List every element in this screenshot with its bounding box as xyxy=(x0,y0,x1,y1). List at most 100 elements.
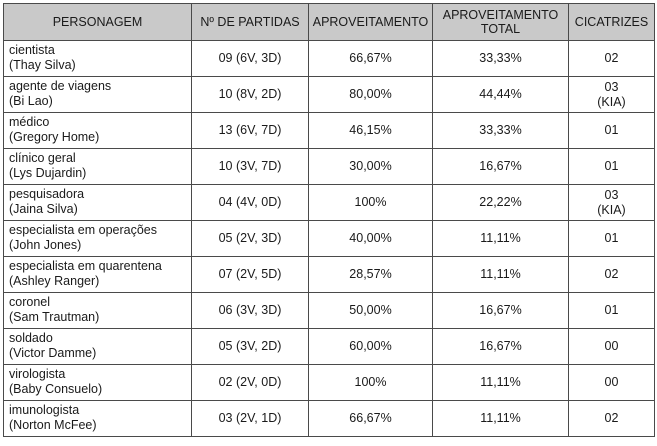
table-row: agente de viagens (Bi Lao) 10 (8V, 2D) 80,0… xyxy=(3,76,655,113)
cell-performance: 100% xyxy=(308,364,433,401)
scars-value: 01 xyxy=(604,303,619,317)
cell-total-performance: 11,11% xyxy=(432,400,569,437)
cell-performance: 28,57% xyxy=(308,256,433,293)
scars-value: 01 xyxy=(604,231,619,245)
cell-character: clínico geral (Lys Dujardin) xyxy=(3,148,192,185)
scars-value: 00 xyxy=(604,339,619,353)
character-role: médico xyxy=(9,115,50,129)
table-row: especialista em operações (John Jones) 05 … xyxy=(3,220,655,257)
cell-total-performance: 11,11% xyxy=(432,256,569,293)
table-row: soldado (Victor Damme) 05 (3V, 2D) 60,00% 16… xyxy=(3,328,655,365)
cell-total-performance: 11,11% xyxy=(432,364,569,401)
cell-character: agente de viagens (Bi Lao) xyxy=(3,76,192,113)
cell-total-performance: 22,22% xyxy=(432,184,569,221)
character-role: agente de viagens xyxy=(9,79,112,93)
character-player: (Ashley Ranger) xyxy=(9,274,100,288)
cell-character: virologista (Baby Consuelo) xyxy=(3,364,192,401)
table-row: médico (Gregory Home) 13 (6V, 7D) 46,15% 33,… xyxy=(3,112,655,149)
cell-scars: 02 xyxy=(568,256,655,293)
scars-value: 01 xyxy=(604,123,619,137)
cell-matches: 05 (3V, 2D) xyxy=(191,328,309,365)
cell-character: especialista em quarentena (Ashley Ranger… xyxy=(3,256,192,293)
character-role: imunologista xyxy=(9,403,80,417)
cell-performance: 60,00% xyxy=(308,328,433,365)
cell-total-performance: 44,44% xyxy=(432,76,569,113)
table-body: cientista (Thay Silva) 09 (6V, 3D) 66,67% 33… xyxy=(3,40,655,437)
table-row: imunologista (Norton McFee) 03 (2V, 1D) 66,… xyxy=(3,400,655,437)
cell-scars: 00 xyxy=(568,364,655,401)
cell-scars: 02 xyxy=(568,40,655,77)
character-player: (Lys Dujardin) xyxy=(9,166,87,180)
cell-matches: 04 (4V, 0D) xyxy=(191,184,309,221)
character-role: cientista xyxy=(9,43,55,57)
scars-value: 03 xyxy=(604,187,619,202)
table-row: coronel (Sam Trautman) 06 (3V, 3D) 50,00% 16… xyxy=(3,292,655,329)
cell-performance: 50,00% xyxy=(308,292,433,329)
character-player: (John Jones) xyxy=(9,238,82,252)
cell-matches: 02 (2V, 0D) xyxy=(191,364,309,401)
scars-value: 02 xyxy=(604,267,619,281)
header-total-line1: APROVEITAMENTO xyxy=(442,8,559,22)
cell-total-performance: 16,67% xyxy=(432,328,569,365)
cell-performance: 30,00% xyxy=(308,148,433,185)
cell-scars: 02 xyxy=(568,400,655,437)
table-row: pesquisadora (Jaina Silva) 04 (4V, 0D) 100%… xyxy=(3,184,655,221)
cell-matches: 13 (6V, 7D) xyxy=(191,112,309,149)
cell-character: soldado (Victor Damme) xyxy=(3,328,192,365)
scars-value: 02 xyxy=(604,51,619,65)
character-player: (Jaina Silva) xyxy=(9,202,78,216)
cell-character: especialista em operações (John Jones) xyxy=(3,220,192,257)
scars-value: 03 xyxy=(604,79,619,94)
cell-matches: 05 (2V, 3D) xyxy=(191,220,309,257)
character-role: soldado xyxy=(9,331,53,345)
cell-matches: 07 (2V, 5D) xyxy=(191,256,309,293)
cell-scars: 01 xyxy=(568,292,655,329)
table-row: clínico geral (Lys Dujardin) 10 (3V, 7D) 30… xyxy=(3,148,655,185)
cell-performance: 66,67% xyxy=(308,40,433,77)
cell-matches: 10 (3V, 7D) xyxy=(191,148,309,185)
cell-character: cientista (Thay Silva) xyxy=(3,40,192,77)
header-row: PERSONAGEM Nº DE PARTIDAS APROVEITAMENTO… xyxy=(3,3,655,41)
cell-character: médico (Gregory Home) xyxy=(3,112,192,149)
cell-matches: 09 (6V, 3D) xyxy=(191,40,309,77)
cell-scars: 01 xyxy=(568,220,655,257)
cell-total-performance: 33,33% xyxy=(432,40,569,77)
character-role: especialista em operações xyxy=(9,223,157,237)
cell-performance: 66,67% xyxy=(308,400,433,437)
header-character: PERSONAGEM xyxy=(3,3,192,41)
character-role: especialista em quarentena xyxy=(9,259,162,273)
scars-value: 02 xyxy=(604,411,619,425)
character-role: virologista xyxy=(9,367,66,381)
character-role: coronel xyxy=(9,295,50,309)
cell-total-performance: 11,11% xyxy=(432,220,569,257)
cell-character: coronel (Sam Trautman) xyxy=(3,292,192,329)
table-row: cientista (Thay Silva) 09 (6V, 3D) 66,67% 33… xyxy=(3,40,655,77)
table-row: virologista (Baby Consuelo) 02 (2V, 0D) 100… xyxy=(3,364,655,401)
cell-character: imunologista (Norton McFee) xyxy=(3,400,192,437)
scars-note: (KIA) xyxy=(597,202,626,217)
character-role: clínico geral xyxy=(9,151,76,165)
cell-performance: 80,00% xyxy=(308,76,433,113)
cell-matches: 03 (2V, 1D) xyxy=(191,400,309,437)
character-player: (Victor Damme) xyxy=(9,346,97,360)
cell-matches: 10 (8V, 2D) xyxy=(191,76,309,113)
character-player: (Thay Silva) xyxy=(9,58,76,72)
stats-table: PERSONAGEM Nº DE PARTIDAS APROVEITAMENTO… xyxy=(3,3,655,437)
header-performance: APROVEITAMENTO xyxy=(308,3,433,41)
character-player: (Sam Trautman) xyxy=(9,310,100,324)
cell-scars: 01 xyxy=(568,112,655,149)
cell-performance: 100% xyxy=(308,184,433,221)
cell-scars: 03 (KIA) xyxy=(568,76,655,113)
scars-value: 00 xyxy=(604,375,619,389)
character-player: (Gregory Home) xyxy=(9,130,100,144)
table-row: especialista em quarentena (Ashley Ranger… xyxy=(3,256,655,293)
cell-matches: 06 (3V, 3D) xyxy=(191,292,309,329)
scars-value: 01 xyxy=(604,159,619,173)
header-matches: Nº DE PARTIDAS xyxy=(191,3,309,41)
header-total-line2: TOTAL xyxy=(480,22,521,36)
header-scars: CICATRIZES xyxy=(568,3,655,41)
cell-scars: 03 (KIA) xyxy=(568,184,655,221)
character-player: (Bi Lao) xyxy=(9,94,53,108)
cell-total-performance: 16,67% xyxy=(432,292,569,329)
